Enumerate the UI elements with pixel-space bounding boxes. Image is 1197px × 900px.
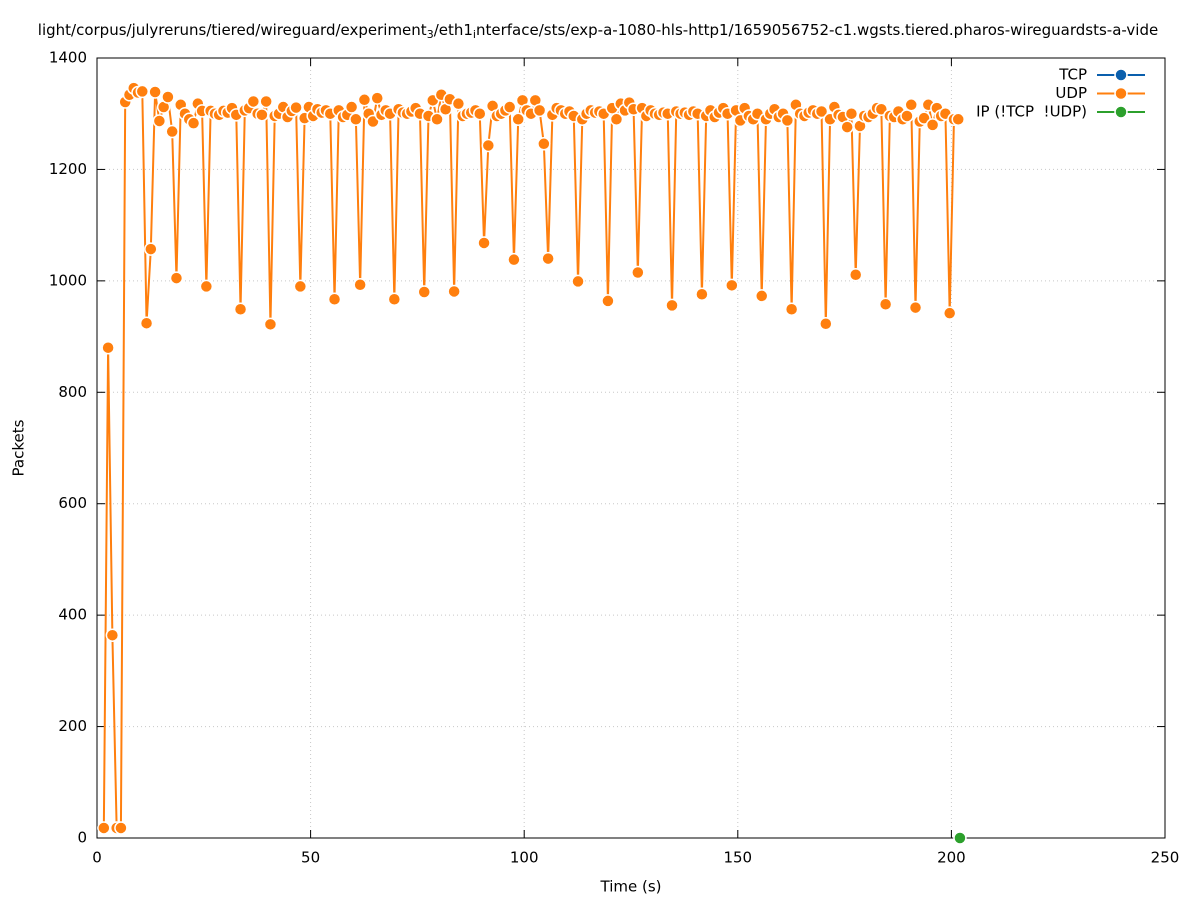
data-point [925,118,940,132]
data-point [665,298,679,313]
data-point [819,317,833,331]
data-point [951,112,965,127]
data-point [904,98,918,112]
data-point [199,279,214,294]
data-point [780,113,795,128]
x-tick-label: 100 [510,849,539,867]
title-subscript: 3 [427,28,434,41]
data-point [430,112,444,127]
data-point [370,91,384,105]
y-tick-label: 800 [58,383,87,401]
x-tick-label: 0 [92,849,102,867]
data-point [900,109,914,123]
data-point [144,242,158,256]
data-point [844,106,859,121]
data-point [695,287,709,301]
data-point [609,112,624,127]
title-part: /eth1 [434,21,473,39]
data-point [908,300,923,315]
data-point [148,85,162,99]
y-tick-label: 1400 [49,49,87,67]
data-point [114,821,128,835]
data-point [451,96,466,111]
data-point [541,251,555,266]
y-tick-label: 200 [58,717,87,735]
x-axis-label: Time (s) [600,878,662,896]
data-point [481,138,496,153]
legend-marker [1114,68,1128,82]
data-point [502,100,517,114]
data-point [473,106,487,121]
legend-label: IP (!TCP !UDP) [976,103,1087,121]
data-point [139,316,154,330]
data-point [725,278,739,293]
plot-border [96,57,1166,839]
y-tick-label: 1000 [49,271,87,289]
data-point [532,103,547,118]
data-point [601,294,615,308]
data-point [263,317,278,332]
x-tick-label: 200 [937,849,966,867]
data-point [447,284,461,299]
title-part: light/corpus/julyreruns/tiered/wireguard… [38,21,427,39]
legend-marker [1114,105,1128,119]
data-point [101,340,115,355]
data-point [135,84,150,99]
x-tick-label: 50 [301,849,320,867]
data-point [152,114,167,128]
data-point [186,116,201,130]
y-tick-label: 0 [77,829,87,847]
data-point [246,94,261,109]
data-point [814,104,829,119]
data-point [105,628,120,642]
legend-label: UDP [1055,84,1087,102]
data-point [417,285,431,299]
data-point [537,137,551,151]
data-point [327,292,342,306]
data-point [511,112,525,127]
data-point [848,267,863,282]
data-point [353,278,367,292]
data-point [255,108,269,122]
data-point [97,821,111,835]
data-point [840,120,854,134]
data-point [349,112,363,127]
y-tick-label: 1200 [49,160,87,178]
legend-marker [1114,86,1128,101]
y-axis-label: Packets [10,419,28,476]
chart-title: light/corpus/julyreruns/tiered/wireguard… [38,21,1158,42]
title-subscript: i [473,28,476,41]
data-point [259,94,273,109]
data-point [387,292,402,306]
data-point [953,831,967,845]
x-tick-label: 150 [723,849,752,867]
data-point [784,302,799,317]
data-point [344,100,359,114]
y-tick-label: 400 [58,606,87,624]
data-point [631,265,645,280]
data-point [571,274,585,289]
data-point [161,90,175,104]
data-point [165,124,179,139]
data-point [507,252,521,267]
x-tick-label: 250 [1151,849,1180,867]
data-point [289,100,303,115]
data-point [942,306,957,320]
title-part: nterface/sts/exp-a-1080-hls-http1/165905… [476,21,1158,39]
data-point [878,297,893,312]
data-point [357,93,372,107]
data-point [293,279,308,294]
legend-label: TCP [1058,66,1087,84]
data-point [169,271,184,285]
data-point [754,289,769,303]
data-point [477,236,491,250]
data-point [233,302,248,317]
y-tick-label: 600 [58,494,87,512]
